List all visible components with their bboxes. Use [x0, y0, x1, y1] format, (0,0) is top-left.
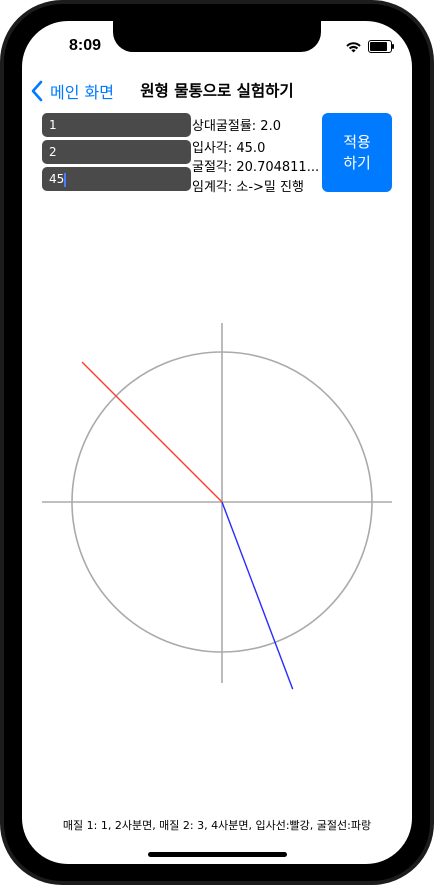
- text-cursor: [64, 172, 67, 187]
- incidence-angle-value: 45: [49, 172, 65, 186]
- incidence-angle-input[interactable]: 45: [42, 167, 191, 191]
- home-indicator[interactable]: [148, 852, 287, 857]
- back-button-label: 메인 화면: [50, 83, 114, 102]
- status-time: 8:09: [68, 37, 102, 54]
- refraction-angle-label: 굴절각: 20.704811...: [192, 160, 320, 175]
- chevron-left-icon: [31, 80, 43, 102]
- incident-ray: [81, 361, 223, 503]
- relative-index-label: 상대굴절률: 2.0: [192, 119, 281, 134]
- page-title: 원형 물통으로 실험하기: [140, 82, 294, 100]
- apply-button[interactable]: 적용 하기: [322, 113, 392, 192]
- refracted-ray: [221, 501, 294, 690]
- apply-button-line2: 하기: [343, 153, 371, 172]
- wifi-icon: [346, 41, 361, 52]
- back-button[interactable]: 메인 화면: [30, 79, 114, 103]
- incidence-angle-label: 입사각: 45.0: [192, 141, 266, 156]
- screen: 8:09 메인 화면 원형 물통으로 실험하기 1 2 45 상대굴절률: 2.…: [22, 21, 412, 864]
- medium1-value: 1: [49, 118, 57, 132]
- notch: [113, 21, 321, 52]
- medium2-input[interactable]: 2: [42, 140, 191, 164]
- battery-icon: [368, 40, 394, 53]
- critical-angle-label: 임계각: 소->밀 진행: [192, 180, 304, 195]
- apply-button-line1: 적용: [343, 132, 371, 151]
- status-icons: [345, 40, 394, 53]
- medium2-value: 2: [49, 145, 57, 159]
- refraction-diagram: [42, 323, 392, 690]
- legend-caption: 매질 1: 1, 2사분면, 매질 2: 3, 4사분면, 입사선:빨강, 굴절…: [62, 819, 372, 832]
- medium1-input[interactable]: 1: [42, 113, 191, 137]
